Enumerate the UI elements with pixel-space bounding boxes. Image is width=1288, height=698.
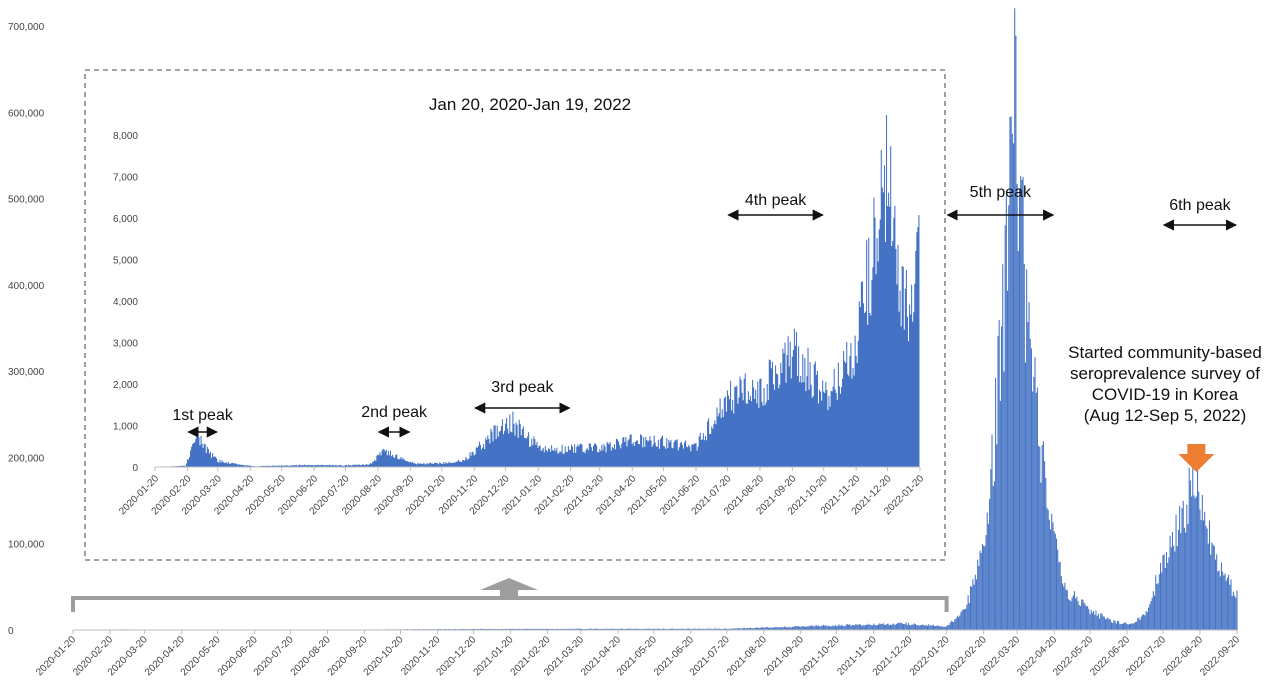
inset-y-tick-label: 4,000 [113, 297, 138, 308]
inset-link-up-arrow [480, 578, 538, 600]
main-y-tick-label: 200,000 [8, 453, 45, 464]
inset-y-tick-label: 8,000 [113, 131, 138, 142]
inset-y-tick-label: 1,000 [113, 422, 138, 433]
main-y-tick-label: 100,000 [8, 540, 45, 551]
annotations-layer: 1st peak 2nd peak 3rd peak 4th peak 5th peak… [71, 184, 1262, 612]
inset-y-tick-label: 3,000 [113, 339, 138, 350]
main-y-tick-label: 600,000 [8, 108, 45, 119]
survey-note-line: seroprevalence survey of [1070, 364, 1260, 383]
peak-label: 6th peak [1169, 197, 1231, 214]
survey-note-line: Started community-based [1068, 343, 1262, 362]
main-x-tick-label: 2022-09-20 [1198, 634, 1242, 678]
main-y-tick-label: 400,000 [8, 281, 45, 292]
inset-chart: Jan 20, 2020-Jan 19, 2022 0 1,000 2,000 3,0… [84, 69, 946, 561]
inset-title: Jan 20, 2020-Jan 19, 2022 [429, 95, 631, 114]
inset-range-bracket [71, 596, 949, 612]
main-y-tick-label: 500,000 [8, 195, 45, 206]
peak-label: 1st peak [172, 407, 233, 424]
inset-y-tick-label: 5,000 [113, 256, 138, 267]
inset-y-tick-label: 2,000 [113, 380, 138, 391]
survey-note-line: (Aug 12-Sep 5, 2022) [1084, 406, 1247, 425]
peak-label: 4th peak [745, 192, 807, 209]
peak-label: 5th peak [970, 184, 1032, 201]
survey-start-arrow [1178, 444, 1215, 472]
main-y-tick-label: 0 [8, 626, 14, 637]
inset-y-tick-label: 0 [132, 463, 138, 474]
survey-note-line: COVID-19 in Korea [1092, 385, 1239, 404]
main-y-tick-label: 700,000 [8, 22, 45, 33]
peak-label: 3rd peak [491, 379, 554, 396]
main-y-tick-label: 300,000 [8, 367, 45, 378]
inset-y-tick-label: 7,000 [113, 173, 138, 184]
peak-label: 2nd peak [361, 404, 428, 421]
inset-y-tick-label: 6,000 [113, 214, 138, 225]
inset-dashed-border [84, 69, 946, 561]
